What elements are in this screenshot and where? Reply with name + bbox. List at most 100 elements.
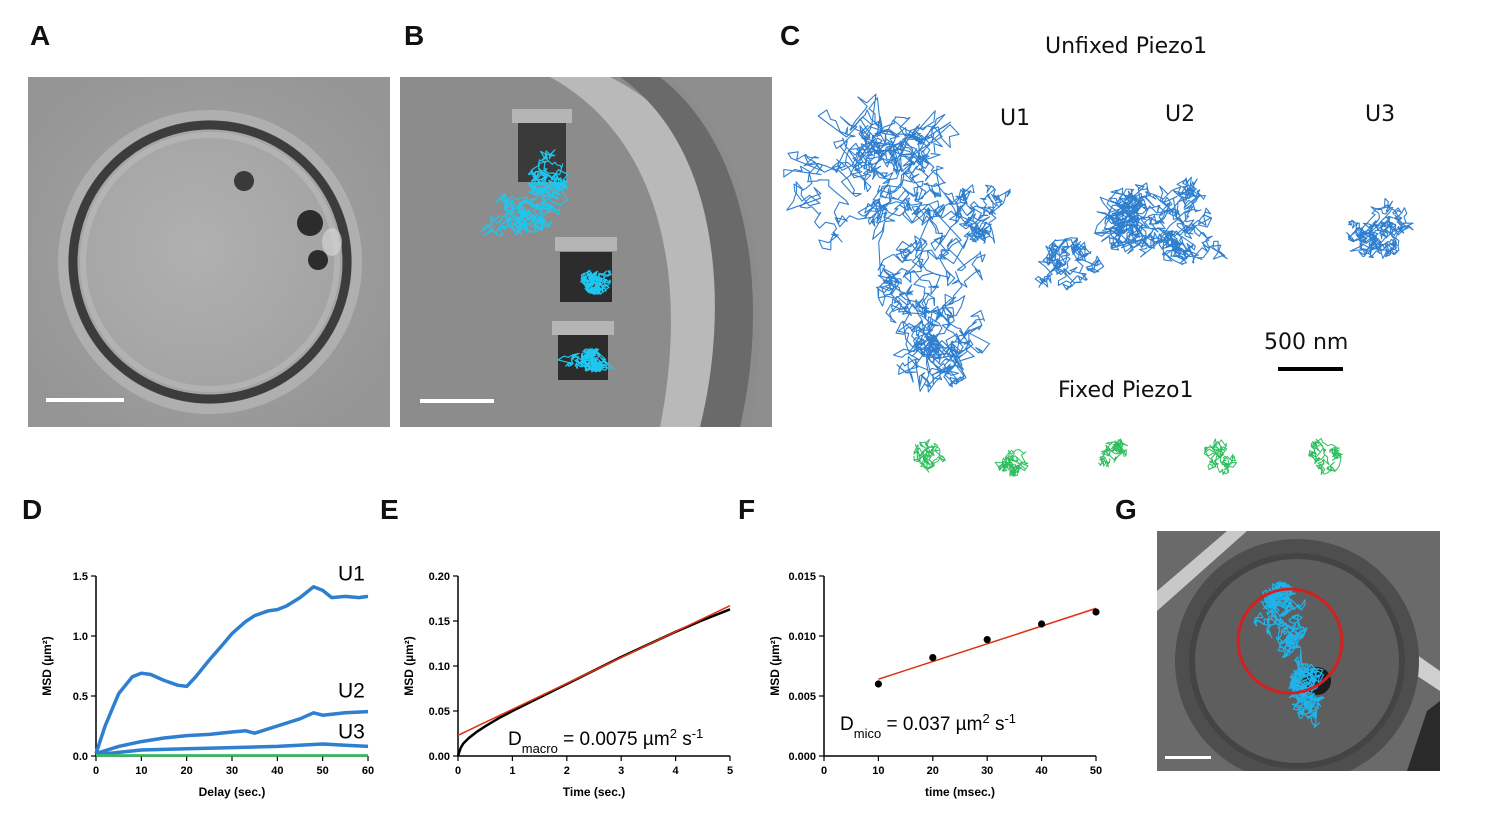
cell-image <box>28 77 390 427</box>
panel-letter-a: A <box>30 20 51 51</box>
track-b2 <box>580 270 612 295</box>
y-tick-label: 1.5 <box>73 571 88 583</box>
y-tick-label: 0.010 <box>788 631 816 643</box>
track-b1-path <box>480 193 560 237</box>
panel-b-micrograph <box>400 77 772 427</box>
x-tick-label: 5 <box>727 765 733 777</box>
scale-bar-label: 500 nm <box>1264 330 1349 355</box>
data-point <box>1038 620 1046 628</box>
series-label-u1: U1 <box>338 562 365 585</box>
series-line-u2 <box>95 709 369 756</box>
x-tick-label: 4 <box>673 765 680 777</box>
diffusion-annotation: Dmico = 0.037 µm2 s-1 <box>840 711 1016 741</box>
track-label-u3: U3 <box>1365 102 1396 127</box>
trajectory-fixed-2 <box>994 449 1029 477</box>
x-tick-label: 60 <box>362 765 374 777</box>
track-g <box>1253 581 1325 728</box>
scale-bar <box>1278 367 1343 371</box>
x-tick-label: 10 <box>135 765 147 777</box>
track-label-u2: U2 <box>1165 102 1196 127</box>
confinement-circle <box>1236 587 1344 695</box>
cell-tracking-image <box>1157 531 1440 771</box>
panel-letter-g: G <box>1115 494 1137 525</box>
u1-path-a <box>783 93 975 276</box>
x-tick-label: 10 <box>872 765 884 777</box>
u3-path <box>1346 197 1414 259</box>
y-axis-label: MSD (µm²) <box>40 636 54 696</box>
panel-letter-b: B <box>404 20 425 51</box>
x-tick-label: 2 <box>564 765 570 777</box>
x-tick-label: 30 <box>981 765 993 777</box>
series-line-u1 <box>94 585 369 755</box>
trajectory-fixed-3 <box>1098 438 1129 468</box>
trajectory-u2 <box>1034 176 1228 291</box>
track-label-u1: U1 <box>1000 106 1031 131</box>
g-path-b <box>1288 648 1325 728</box>
panel-letter-d: D <box>22 494 43 525</box>
diffusion-annotation: Dmacro = 0.0075 µm2 s-1 <box>508 726 703 756</box>
y-tick-label: 0.00 <box>429 751 450 763</box>
unfixed-title: Unfixed Piezo1 <box>1045 34 1208 59</box>
y-tick-label: 0.5 <box>73 691 88 703</box>
y-tick-label: 0.005 <box>788 691 816 703</box>
x-tick-label: 50 <box>317 765 329 777</box>
x-tick-label: 40 <box>271 765 283 777</box>
fixed-path-2 <box>994 449 1029 477</box>
trajectory-fixed-5 <box>1308 437 1343 475</box>
y-axis-label: MSD (µm²) <box>402 636 416 696</box>
panel-a-micrograph <box>28 77 390 427</box>
y-tick-label: 0.000 <box>788 751 816 763</box>
u1-path-c <box>954 184 1012 244</box>
chart-f: 0 10 20 30 40 50 0.000 0.005 0.010 0.015 time (mse… <box>768 571 1102 799</box>
panel-g-micrograph <box>1157 531 1440 771</box>
x-tick-label: 0 <box>821 765 827 777</box>
y-tick-label: 0.015 <box>788 571 816 583</box>
trajectory-u3 <box>1346 197 1414 259</box>
x-tick-label: 40 <box>1035 765 1047 777</box>
fixed-path-4 <box>1203 438 1238 476</box>
y-tick-label: 1.0 <box>73 631 88 643</box>
u1-path-b <box>875 235 990 393</box>
fixed-title: Fixed Piezo1 <box>1058 378 1194 403</box>
x-tick-label: 50 <box>1090 765 1102 777</box>
panel-letter-f: F <box>738 494 756 525</box>
y-axis-label: MSD (µm²) <box>768 636 782 696</box>
y-tick-label: 0.0 <box>73 751 88 763</box>
trajectory-fixed-1 <box>913 438 946 473</box>
track-b1 <box>480 149 569 237</box>
fixed-path-1 <box>913 438 946 473</box>
panel-c-trajectories <box>783 93 1414 477</box>
x-tick-label: 30 <box>226 765 238 777</box>
x-axis-label: Time (sec.) <box>563 785 625 799</box>
u2-path-a <box>1093 176 1228 266</box>
y-tick-label: 0.20 <box>429 571 450 583</box>
u2-path-b <box>1034 237 1105 291</box>
x-axis-label: Delay (sec.) <box>199 785 266 799</box>
panel-letter-e: E <box>380 494 399 525</box>
track-b1-path-2 <box>527 149 569 206</box>
track-b3 <box>557 348 614 373</box>
chart-e: 0 1 2 3 4 5 0.00 0.05 0.10 0.15 0.20 Time (sec.) MSD… <box>402 571 733 799</box>
fixed-path-3 <box>1098 438 1129 468</box>
x-tick-label: 20 <box>181 765 193 777</box>
panel-letter-c: C <box>780 20 801 51</box>
trajectory-u1 <box>783 93 1012 393</box>
zoomed-membrane-image <box>400 77 772 427</box>
x-axis-label: time (msec.) <box>925 785 995 799</box>
series-line-u3 <box>95 742 369 757</box>
data-point <box>929 654 937 662</box>
series-label-u3: U3 <box>338 720 365 743</box>
data-point <box>983 636 991 644</box>
linear-fit-line <box>878 607 1097 680</box>
x-tick-label: 0 <box>93 765 99 777</box>
data-point <box>874 680 882 688</box>
g-path-a <box>1253 581 1308 659</box>
data-point <box>1092 608 1100 616</box>
y-tick-label: 0.15 <box>429 616 450 628</box>
y-tick-label: 0.05 <box>429 706 450 718</box>
y-tick-label: 0.10 <box>429 661 450 673</box>
trajectory-fixed-4 <box>1203 438 1238 476</box>
track-b3-path <box>557 348 614 373</box>
x-tick-label: 20 <box>927 765 939 777</box>
linear-fit-line <box>457 605 731 736</box>
